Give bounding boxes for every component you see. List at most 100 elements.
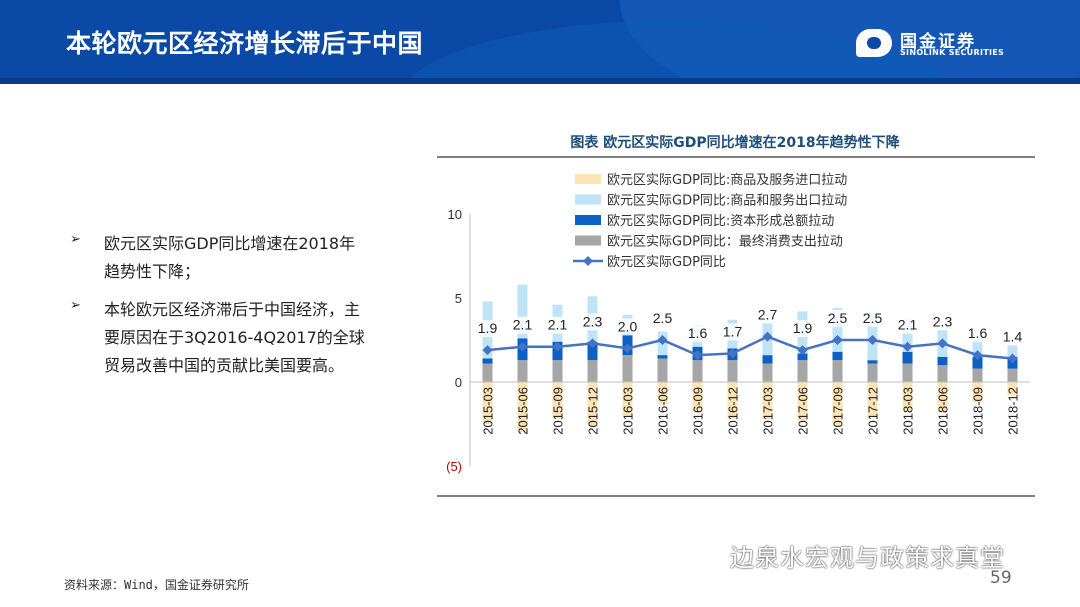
bar-segment [867, 382, 878, 418]
x-tick-label: 2018-12 [1006, 387, 1021, 435]
bar-segment [517, 382, 528, 433]
gdp-point [727, 348, 738, 359]
data-label-bg [964, 325, 991, 343]
bar-segment [1007, 345, 1018, 357]
x-tick-label: 2016-03 [621, 387, 636, 435]
bar-segment [657, 382, 668, 404]
bar-segment [622, 382, 633, 416]
x-tick-label: 2017-03 [761, 387, 776, 435]
chart-title: 图表 欧元区实际GDP同比增速在2018年趋势性下降 [570, 134, 900, 151]
bar-segment [622, 355, 633, 382]
gdp-point [762, 331, 773, 342]
bar-segment [517, 360, 528, 382]
data-label: 2.3 [933, 313, 953, 329]
legend-label: 欧元区实际GDP同比 [607, 255, 726, 270]
bar-segment [657, 358, 668, 382]
gdp-point [1007, 353, 1018, 364]
gdp-point [797, 345, 808, 356]
gdp-point [832, 335, 843, 345]
bar-segment [1007, 368, 1018, 382]
bar-segment [587, 341, 598, 361]
bar-segment [517, 284, 528, 339]
gdp-point [587, 338, 598, 349]
bar-segment [902, 363, 913, 382]
bar-segment [797, 382, 808, 421]
bar-segment [902, 382, 913, 411]
bar-segment [762, 363, 773, 382]
bar-segment [937, 382, 948, 413]
data-label: 1.6 [688, 325, 708, 341]
x-tick-label: 2016-09 [691, 387, 706, 435]
gdp-line [487, 335, 1013, 360]
x-tick-label: 2015-06 [516, 387, 531, 435]
gdp-point [517, 341, 528, 352]
bar-segment [832, 308, 843, 352]
data-label: 2.3 [583, 313, 603, 329]
bar-segment [902, 318, 913, 352]
data-label: 2.1 [898, 317, 918, 333]
data-label: 1.9 [478, 320, 498, 336]
data-label-bg [789, 320, 816, 338]
page-number: 59 [990, 568, 1012, 588]
x-tick-label: 2016-12 [726, 387, 741, 435]
x-tick-label: 2016-06 [656, 387, 671, 435]
legend-label: 欧元区实际GDP同比：最终消费支出拉动 [607, 234, 843, 250]
bar-segment [762, 382, 773, 419]
legend-swatch [575, 235, 601, 246]
gdp-point [482, 345, 493, 356]
gdp-point [552, 341, 563, 352]
bar-segment [727, 382, 738, 419]
bar-segment [867, 360, 878, 364]
bar-segment [972, 334, 983, 357]
x-tick-label: 2015-12 [586, 387, 601, 435]
data-label: 2.7 [758, 307, 778, 323]
bullet-text: 本轮欧元区经济滞后于中国经济，主要原因在于3Q2016-4Q2017的全球贸易改… [104, 300, 365, 375]
logo-name-en: SINOLINK SECURITIES [900, 48, 1005, 57]
x-tick-label: 2017-09 [831, 387, 846, 435]
legend-label: 欧元区实际GDP同比:商品及服务进口拉动 [607, 172, 847, 188]
data-label: 2.5 [653, 310, 673, 326]
data-label: 2.0 [618, 318, 638, 334]
data-label-bg [824, 310, 851, 327]
y-tick-label: 5 [455, 291, 462, 306]
bullet-text: 欧元区实际GDP同比增速在2018年趋势性下降； [104, 234, 356, 281]
data-label-bg [929, 313, 956, 331]
data-label-bg [474, 320, 501, 338]
data-label-bg [859, 310, 886, 327]
bullet-item: ➢ 本轮欧元区经济滞后于中国经济，主要原因在于3Q2016-4Q2017的全球贸… [70, 296, 370, 380]
header-banner: 本轮欧元区经济增长滞后于中国 国金证券 SINOLINK SECURITIES [0, 0, 1080, 84]
bar-segment [832, 382, 843, 426]
bar-segment [552, 360, 563, 382]
bar-segment [797, 360, 808, 382]
data-label-bg [544, 316, 571, 334]
gdp-point [937, 338, 948, 349]
watermark: 边泉水宏观与政策求真堂 [730, 544, 1005, 572]
bar-segment [727, 360, 738, 382]
legend-label: 欧元区实际GDP同比:资本形成总额拉动 [607, 214, 834, 229]
data-label-bg [614, 318, 641, 336]
legend-swatch [575, 194, 601, 205]
bar-segment [587, 382, 598, 426]
x-tick-label: 2018-06 [936, 387, 951, 435]
legend-swatch [575, 215, 601, 225]
data-label: 1.6 [968, 325, 988, 341]
bar-segment [797, 353, 808, 361]
y-tick-label: 10 [448, 207, 462, 222]
legend-marker [583, 256, 593, 266]
y-tick-label: (5) [446, 459, 462, 474]
bar-segment [762, 355, 773, 364]
x-tick-label: 2015-09 [551, 387, 566, 435]
bar-segment [832, 360, 843, 382]
data-label: 2.1 [548, 317, 568, 333]
data-label-bg [509, 316, 536, 334]
gdp-point [657, 335, 668, 345]
bullet-list: ➢ 欧元区实际GDP同比增速在2018年趋势性下降； ➢ 本轮欧元区经济滞后于中… [70, 230, 370, 390]
data-label-bg [754, 306, 781, 324]
logo-name-cn: 国金证券 [900, 32, 976, 52]
x-tick-label: 2017-12 [866, 387, 881, 435]
arrow-bullet-icon: ➢ [70, 298, 81, 313]
bar-segment [1007, 382, 1018, 396]
bar-segment [937, 365, 948, 382]
gdp-point [867, 335, 878, 345]
